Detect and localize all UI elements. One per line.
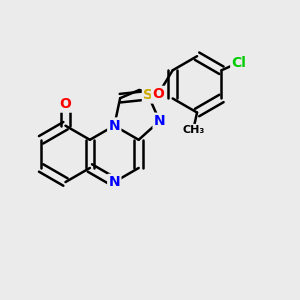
Text: O: O	[152, 87, 164, 101]
Text: CH₃: CH₃	[182, 125, 204, 135]
Text: S: S	[143, 88, 153, 102]
Text: N: N	[109, 175, 120, 189]
Text: N: N	[154, 114, 165, 128]
Text: N: N	[109, 119, 120, 133]
Text: O: O	[60, 97, 71, 111]
Text: Cl: Cl	[232, 56, 246, 70]
